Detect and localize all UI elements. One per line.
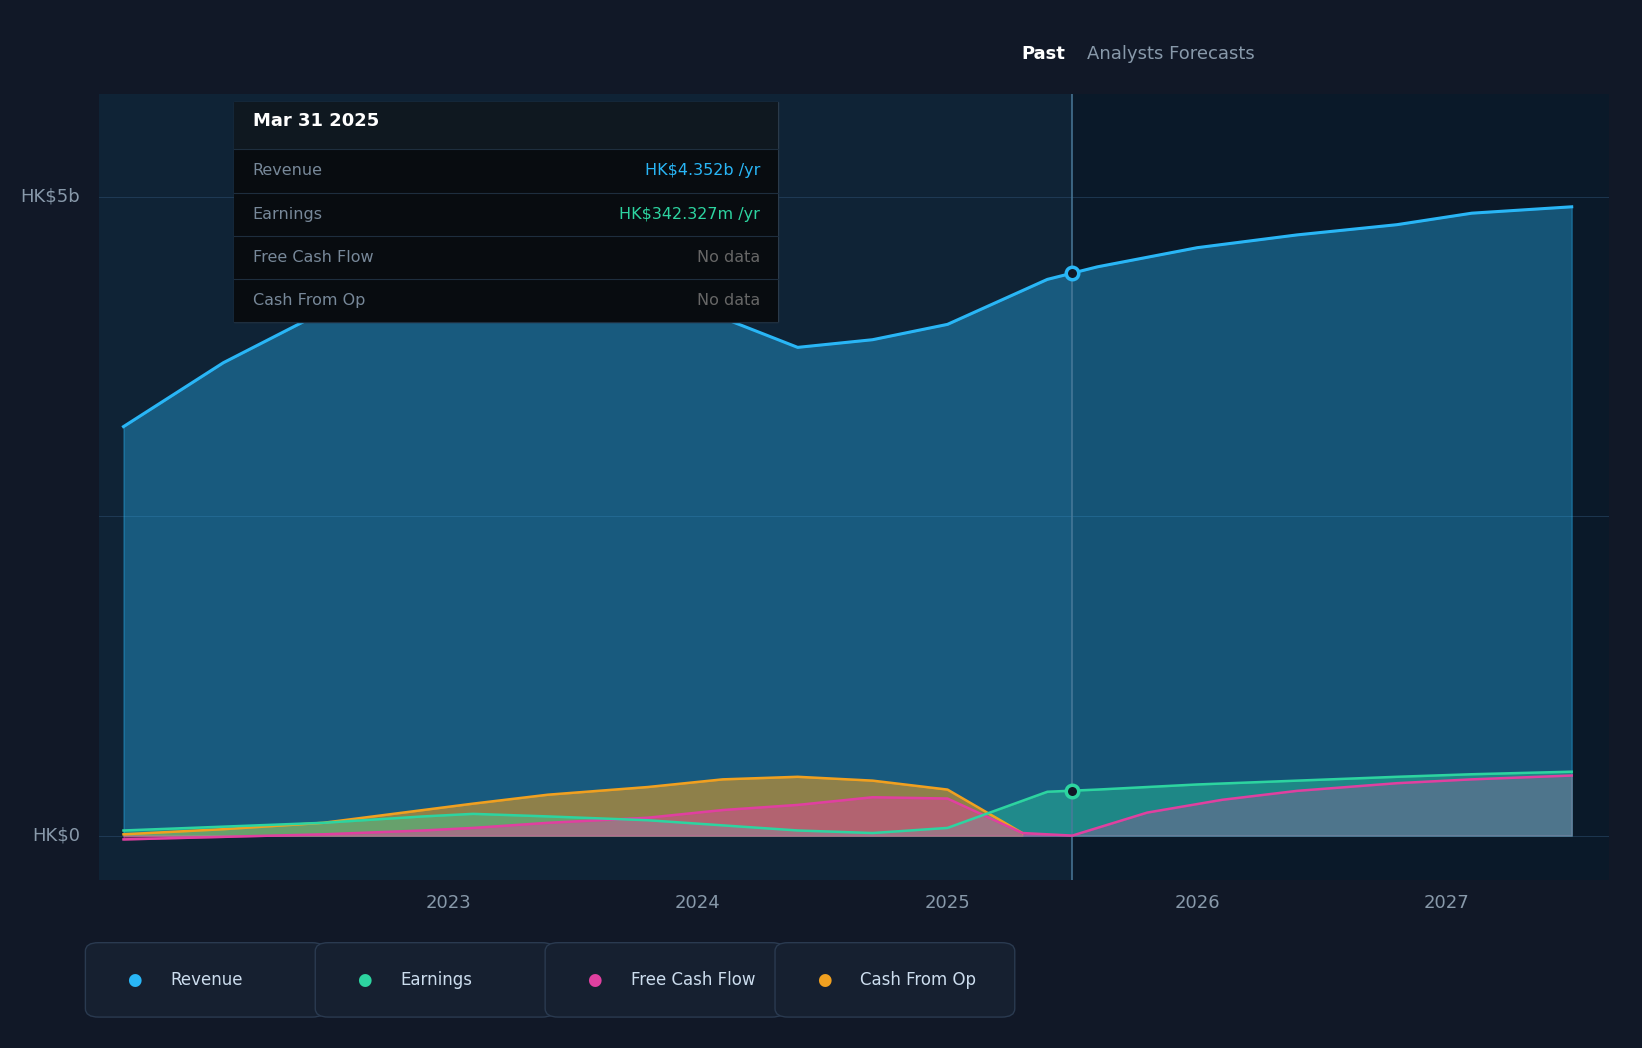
Text: Cash From Op: Cash From Op (253, 293, 365, 308)
Text: Mar 31 2025: Mar 31 2025 (253, 112, 379, 130)
Text: ●: ● (588, 970, 601, 989)
Bar (1072, 94, 1609, 880)
FancyBboxPatch shape (235, 236, 778, 279)
FancyBboxPatch shape (235, 193, 778, 236)
Text: Revenue: Revenue (171, 970, 243, 989)
Text: Cash From Op: Cash From Op (860, 970, 977, 989)
Text: Revenue: Revenue (253, 163, 322, 178)
Text: ●: ● (128, 970, 141, 989)
FancyBboxPatch shape (235, 103, 778, 323)
Text: Earnings: Earnings (401, 970, 473, 989)
FancyBboxPatch shape (235, 103, 778, 150)
Text: Earnings: Earnings (253, 206, 322, 222)
Text: No data: No data (696, 249, 760, 265)
Text: Free Cash Flow: Free Cash Flow (631, 970, 755, 989)
FancyBboxPatch shape (235, 150, 778, 193)
FancyBboxPatch shape (235, 279, 778, 323)
Text: Past: Past (1021, 45, 1064, 63)
Text: HK$0: HK$0 (33, 827, 80, 845)
Text: HK$4.352b /yr: HK$4.352b /yr (645, 163, 760, 178)
Text: Free Cash Flow: Free Cash Flow (253, 249, 373, 265)
Text: ●: ● (358, 970, 371, 989)
Text: HK$342.327m /yr: HK$342.327m /yr (619, 206, 760, 222)
Text: Analysts Forecasts: Analysts Forecasts (1087, 45, 1254, 63)
Text: ●: ● (818, 970, 831, 989)
Text: HK$5b: HK$5b (21, 188, 80, 205)
Text: No data: No data (696, 293, 760, 308)
